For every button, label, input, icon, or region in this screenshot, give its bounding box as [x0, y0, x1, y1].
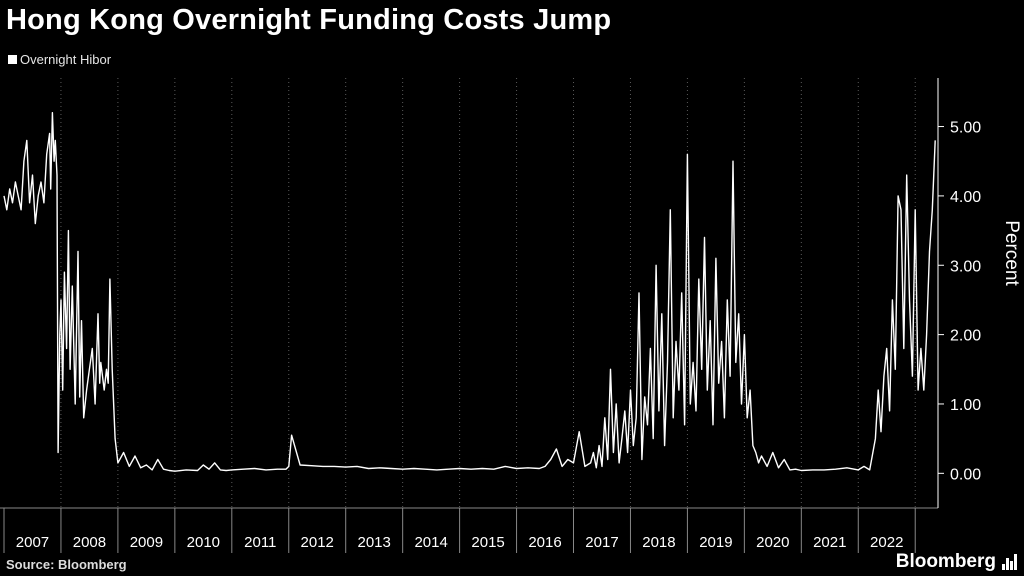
x-tick-label: 2018	[642, 534, 675, 551]
x-tick-label: 2008	[73, 534, 106, 551]
x-tick-label: 2010	[187, 534, 220, 551]
x-tick-label: 2011	[244, 534, 276, 551]
x-tick-label: 2015	[471, 534, 504, 551]
x-tick-label: 2014	[414, 534, 447, 551]
x-tick-label: 2012	[301, 534, 334, 551]
x-tick-label: 2013	[357, 534, 390, 551]
brand-text: Bloomberg	[895, 551, 996, 572]
y-tick-label: 4.00	[950, 189, 981, 206]
source-note: Source: Bloomberg	[6, 557, 127, 572]
brand-logo: Bloomberg	[896, 551, 1018, 573]
bar-chart-icon	[1002, 554, 1018, 570]
y-axis-label: Percent	[1001, 220, 1022, 286]
y-tick-label: 5.00	[950, 120, 981, 137]
x-tick-label: 2020	[756, 534, 789, 551]
x-tick-label: 2019	[699, 534, 732, 551]
y-tick-label: 3.00	[950, 258, 981, 275]
x-tick-label: 2009	[130, 534, 163, 551]
x-tick-label: 2021	[813, 534, 846, 551]
chart-title: Hong Kong Overnight Funding Costs Jump	[6, 4, 612, 36]
y-tick-label: 1.00	[950, 397, 981, 414]
x-axis-ticks: 2007 2008 2009 2010 2011 2012 2013 2014 2015 2016…	[3, 508, 916, 553]
y-tick-label: 2.00	[950, 328, 981, 345]
x-tick-label: 2022	[870, 534, 903, 551]
legend-label: Overnight Hibor	[20, 52, 112, 67]
legend: Overnight Hibor	[8, 52, 111, 67]
x-tick-label: 2007	[16, 534, 49, 551]
y-tick-label: 0.00	[950, 466, 981, 483]
series-line-overnight-hibor	[3, 112, 936, 472]
x-tick-label: 2016	[528, 534, 561, 551]
grid-lines	[0, 78, 938, 509]
x-tick-label: 2017	[585, 534, 618, 551]
y-axis-ticks: 0.00 1.00 2.00 3.00 4.00 5.00	[938, 120, 981, 483]
legend-swatch	[8, 55, 17, 64]
